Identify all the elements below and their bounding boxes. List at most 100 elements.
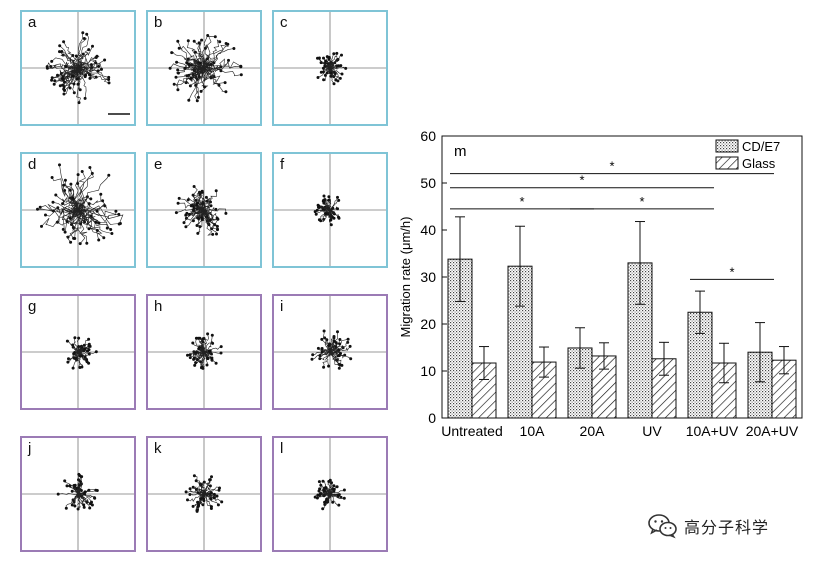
track-endpoint [73, 237, 77, 240]
track-endpoint [210, 333, 214, 337]
cell-track [187, 40, 205, 69]
cell-track [67, 340, 79, 353]
track-endpoint [71, 196, 75, 200]
track-endpoint [105, 226, 109, 230]
track-endpoint [77, 101, 81, 105]
track-endpoint [311, 353, 315, 357]
track-endpoint [322, 78, 326, 82]
track-endpoint [214, 207, 218, 211]
track-endpoint [84, 73, 88, 77]
track-endpoint [196, 336, 200, 340]
cell-track [77, 209, 88, 244]
panel-label: m [454, 143, 467, 160]
track-endpoint [316, 346, 320, 350]
track-endpoint [72, 352, 76, 356]
track-endpoint [223, 81, 227, 85]
track-endpoint [174, 211, 178, 215]
track-endpoint [191, 193, 195, 197]
track-endpoint [73, 336, 77, 340]
track-endpoint [209, 505, 213, 509]
significance-star: * [639, 194, 644, 209]
track-endpoint [322, 194, 326, 198]
track-endpoint [340, 53, 343, 57]
trajectory-plot [22, 296, 134, 408]
cell-track [185, 209, 205, 227]
track-endpoint [205, 57, 209, 61]
cell-track [203, 340, 213, 353]
track-endpoint [215, 232, 218, 236]
track-endpoint [75, 77, 79, 81]
track-endpoint [215, 224, 219, 228]
panel-label: a [28, 14, 37, 31]
track-endpoint [199, 61, 202, 65]
track-endpoint [191, 485, 195, 489]
track-endpoint [186, 353, 189, 357]
track-endpoint [80, 354, 84, 358]
track-endpoint [195, 201, 199, 205]
cell-track [329, 351, 340, 357]
cell-track [76, 474, 80, 495]
panel-label: c [280, 14, 288, 31]
cell-track [40, 203, 78, 213]
track-endpoint [314, 212, 318, 216]
x-tick-label: 20A+UV [746, 423, 799, 439]
track-endpoint [72, 484, 76, 487]
cell-track [326, 209, 332, 216]
track-endpoint [85, 32, 89, 36]
x-tick-label: Untreated [441, 423, 502, 439]
cell-track [77, 209, 121, 225]
track-endpoint [199, 89, 203, 93]
track-endpoint [176, 68, 180, 72]
track-endpoint [205, 199, 209, 203]
track-endpoint [200, 366, 203, 370]
track-endpoint [177, 196, 181, 200]
track-endpoint [185, 74, 189, 78]
track-endpoint [61, 202, 65, 206]
track-endpoint [73, 504, 77, 508]
track-endpoint [56, 492, 60, 496]
track-endpoint [114, 209, 118, 213]
cell-track [197, 194, 206, 211]
watermark-text: 高分子科学 [684, 518, 770, 537]
cell-track [77, 198, 91, 211]
track-endpoint [96, 69, 100, 73]
x-tick-label: UV [642, 423, 662, 439]
track-endpoint [97, 221, 101, 225]
track-endpoint [210, 356, 214, 360]
panel-label: i [280, 298, 284, 315]
trajectory-plot [274, 438, 386, 550]
track-endpoint [346, 340, 350, 344]
track-endpoint [110, 232, 114, 235]
track-endpoint [335, 485, 339, 489]
cell-track [73, 337, 79, 353]
cell-track [203, 209, 213, 236]
track-endpoint [63, 189, 67, 192]
track-endpoint [321, 479, 325, 483]
track-endpoint [329, 223, 333, 227]
cell-track [77, 493, 91, 504]
significance-star: * [609, 159, 614, 174]
cell-track [183, 209, 205, 223]
track-endpoint [70, 489, 74, 493]
track-endpoint [66, 360, 70, 364]
track-endpoint [322, 365, 326, 369]
track-endpoint [187, 62, 191, 66]
track-endpoint [210, 475, 213, 479]
legend-label: Glass [742, 156, 776, 171]
track-endpoint [334, 78, 338, 82]
track-endpoint [118, 222, 122, 225]
track-endpoint [184, 225, 188, 229]
cell-track [314, 493, 331, 498]
track-endpoint [63, 230, 67, 234]
panel-label: b [154, 14, 163, 31]
track-endpoint [332, 339, 336, 343]
cell-track [61, 207, 79, 221]
cell-track [74, 174, 79, 211]
y-tick-label: 10 [420, 363, 436, 379]
cell-track [200, 482, 206, 495]
track-endpoint [80, 170, 84, 173]
track-endpoint [103, 58, 107, 62]
cell-track [329, 209, 340, 219]
cell-track [65, 180, 82, 211]
cell-track [77, 173, 93, 211]
